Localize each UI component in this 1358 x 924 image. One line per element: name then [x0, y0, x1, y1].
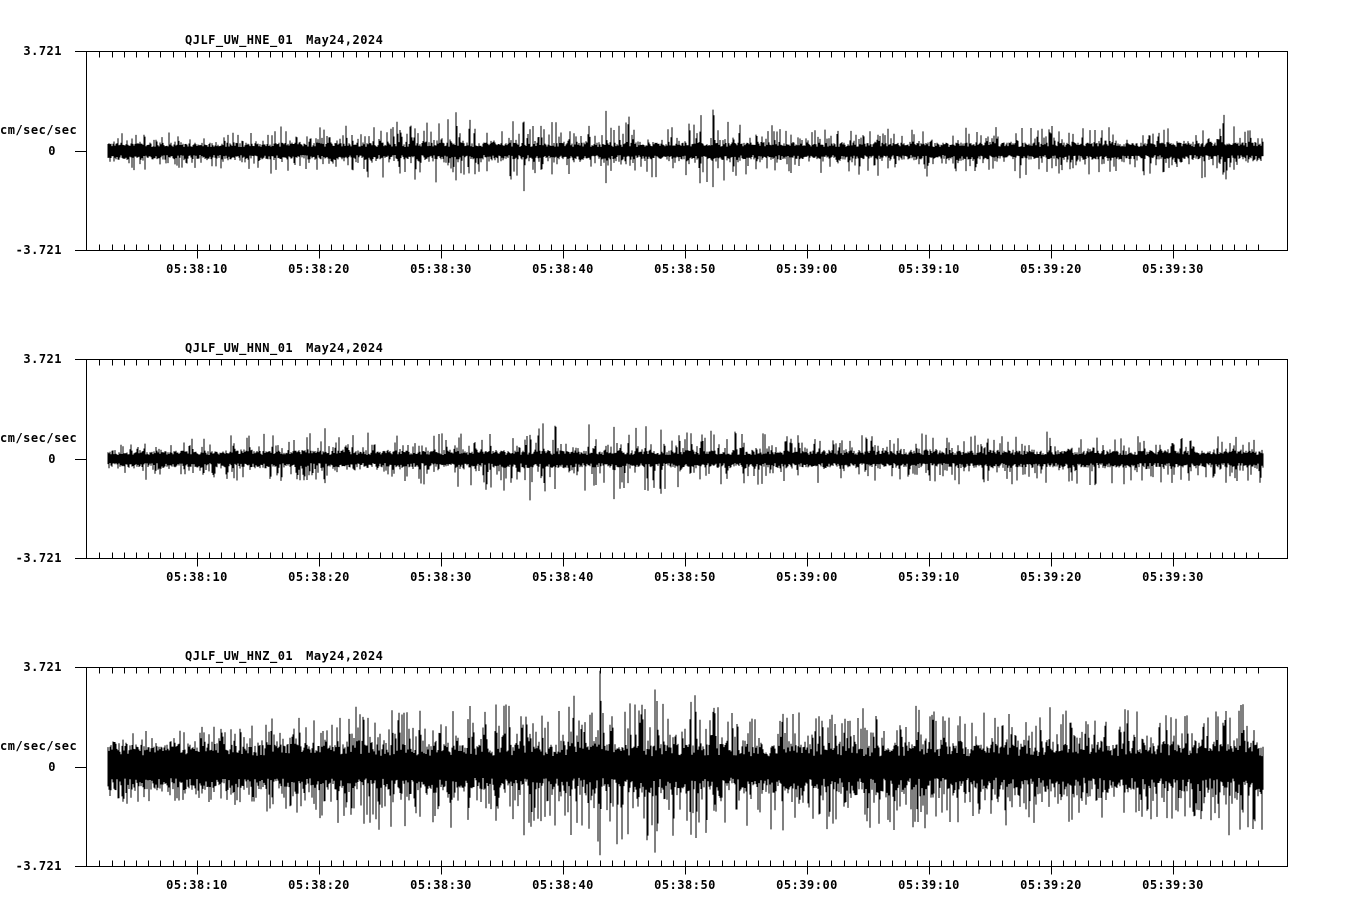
- y-axis-unit-label: cm/sec/sec: [0, 431, 78, 445]
- x-tick-label: 05:38:50: [654, 262, 716, 276]
- x-tick-label: 05:38:30: [410, 878, 472, 892]
- axis-ticks: [99, 51, 1259, 259]
- seismogram-trace: [107, 670, 1264, 856]
- axis-ticks: [99, 359, 1259, 567]
- record-date: May24,2024: [306, 649, 384, 663]
- x-tick-label: 05:38:50: [654, 878, 716, 892]
- y-axis-unit-label: cm/sec/sec: [0, 123, 78, 137]
- x-tick-label: 05:38:10: [166, 878, 228, 892]
- plot-frame: [75, 667, 1288, 867]
- x-tick-label: 05:39:20: [1020, 570, 1082, 584]
- seismogram-panel-hnz: QJLF_UW_HNZ_01 May24,2024 3.721 cm/sec/se…: [0, 616, 1358, 924]
- waveform-plot-hnn: [75, 359, 1288, 567]
- y-min-tick-label: -3.721: [15, 859, 62, 873]
- x-axis-labels: 05:38:10 05:38:20 05:38:30 05:38:40 05:38:50…: [0, 308, 1358, 616]
- seismogram-trace: [107, 423, 1264, 501]
- seismogram-panel-hne: QJLF_UW_HNE_01 May24,2024 3.721 cm/sec/se…: [0, 0, 1358, 308]
- waveform-plot-hnz: [75, 667, 1288, 875]
- x-tick-label: 05:38:40: [532, 570, 594, 584]
- x-tick-label: 05:39:30: [1142, 878, 1204, 892]
- y-max-tick-label: 3.721: [23, 660, 62, 674]
- y-zero-tick-label: 0: [48, 452, 56, 466]
- seismogram-panel-hnn: QJLF_UW_HNN_01 May24,2024 3.721 cm/sec/se…: [0, 308, 1358, 616]
- x-tick-label: 05:38:10: [166, 570, 228, 584]
- panel-title: QJLF_UW_HNZ_01 May24,2024: [185, 649, 383, 663]
- station-channel-id: QJLF_UW_HNE_01: [185, 33, 294, 47]
- x-tick-label: 05:38:30: [410, 570, 472, 584]
- x-tick-label: 05:39:00: [776, 878, 838, 892]
- y-min-tick-label: -3.721: [15, 551, 62, 565]
- y-axis-unit-label: cm/sec/sec: [0, 739, 78, 753]
- x-axis-labels: 05:38:10 05:38:20 05:38:30 05:38:40 05:38:50…: [0, 0, 1358, 308]
- axis-ticks: [99, 667, 1259, 875]
- x-tick-label: 05:39:10: [898, 878, 960, 892]
- waveform-plot-hne: [75, 51, 1288, 259]
- station-channel-id: QJLF_UW_HNN_01: [185, 341, 294, 355]
- x-tick-label: 05:38:20: [288, 262, 350, 276]
- y-min-tick-label: -3.721: [15, 243, 62, 257]
- x-tick-label: 05:38:40: [532, 878, 594, 892]
- plot-frame: [75, 359, 1288, 559]
- x-axis-labels: 05:38:10 05:38:20 05:38:30 05:38:40 05:38:50…: [0, 616, 1358, 924]
- x-tick-label: 05:38:30: [410, 262, 472, 276]
- y-max-tick-label: 3.721: [23, 352, 62, 366]
- record-date: May24,2024: [306, 341, 384, 355]
- x-tick-label: 05:39:30: [1142, 570, 1204, 584]
- x-tick-label: 05:39:00: [776, 570, 838, 584]
- plot-frame: [75, 51, 1288, 251]
- x-tick-label: 05:39:10: [898, 570, 960, 584]
- x-tick-label: 05:38:10: [166, 262, 228, 276]
- x-tick-label: 05:39:20: [1020, 878, 1082, 892]
- x-tick-label: 05:38:20: [288, 570, 350, 584]
- x-tick-label: 05:39:20: [1020, 262, 1082, 276]
- y-zero-tick-label: 0: [48, 760, 56, 774]
- x-tick-label: 05:39:00: [776, 262, 838, 276]
- x-tick-label: 05:39:30: [1142, 262, 1204, 276]
- x-tick-label: 05:38:40: [532, 262, 594, 276]
- y-zero-tick-label: 0: [48, 144, 56, 158]
- panel-title: QJLF_UW_HNE_01 May24,2024: [185, 33, 383, 47]
- panel-title: QJLF_UW_HNN_01 May24,2024: [185, 341, 383, 355]
- seismogram-trace: [107, 109, 1264, 192]
- record-date: May24,2024: [306, 33, 384, 47]
- x-tick-label: 05:38:50: [654, 570, 716, 584]
- station-channel-id: QJLF_UW_HNZ_01: [185, 649, 294, 663]
- x-tick-label: 05:38:20: [288, 878, 350, 892]
- x-tick-label: 05:39:10: [898, 262, 960, 276]
- y-max-tick-label: 3.721: [23, 44, 62, 58]
